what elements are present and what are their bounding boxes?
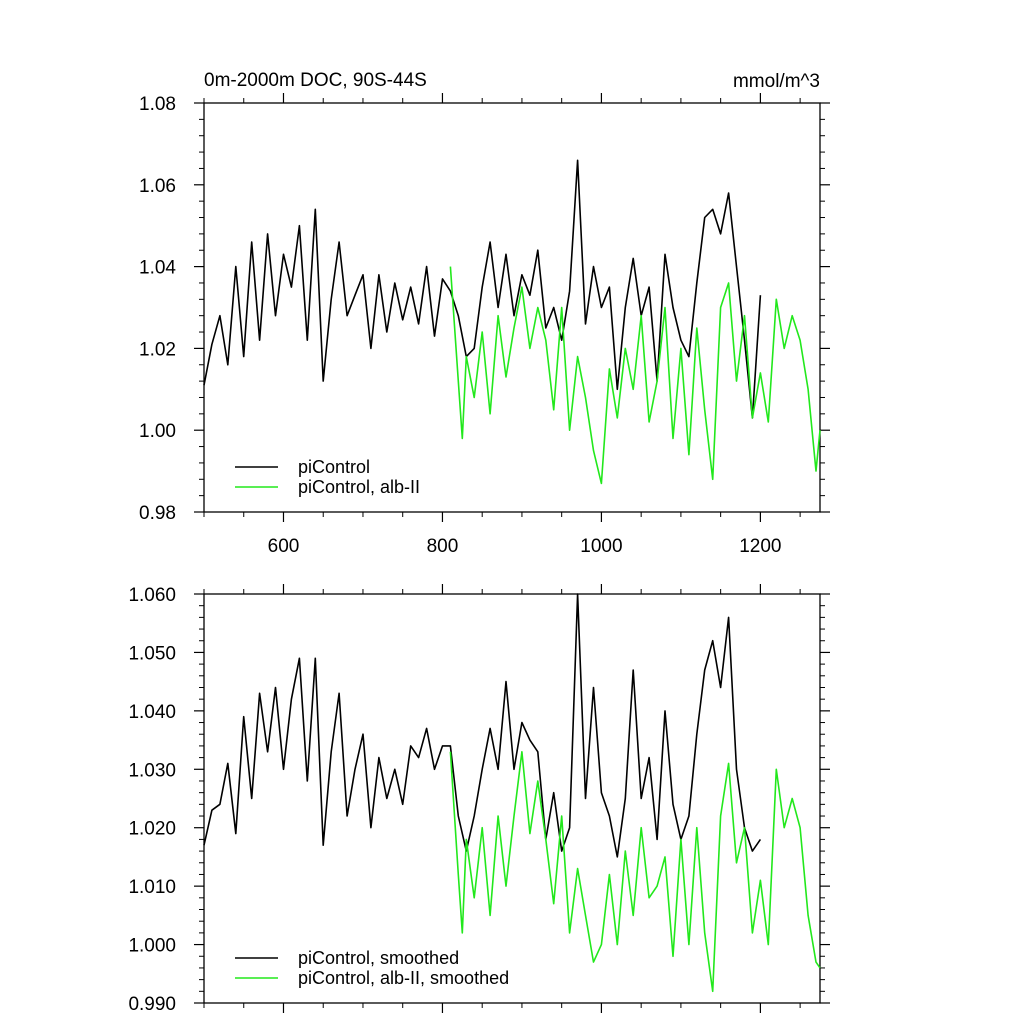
series-line-picontrol — [203, 159, 762, 419]
y-tick-label: 1.060 — [128, 585, 176, 606]
bottom-panel: 0.990 1.000 1.010 1.020 1.030 1.040 1.050 1.060… — [128, 584, 830, 1015]
legend-label: piControl, alb-II, smoothed — [298, 968, 509, 988]
bottom-panel-plot-area — [203, 593, 821, 1004]
legend-label: piControl, alb-II — [298, 477, 420, 497]
bottom-panel-ticks: 0.990 1.000 1.010 1.020 1.030 1.040 1.050 1.060 — [128, 584, 830, 1015]
y-tick-label: 1.040 — [128, 702, 176, 723]
y-tick-label: 1.010 — [128, 877, 176, 898]
x-tick-label: 1000 — [580, 536, 622, 557]
series-line-picontrol — [203, 593, 762, 858]
y-tick-label: 1.08 — [139, 94, 176, 115]
top-panel-plot-area — [203, 102, 821, 513]
x-tick-label: 600 — [268, 536, 300, 557]
y-tick-label: 1.050 — [128, 643, 176, 664]
y-tick-label: 1.030 — [128, 760, 176, 781]
legend-label: piControl — [298, 457, 370, 477]
top-panel-series — [203, 159, 821, 485]
figure-title: 0m-2000m DOC, 90S-44S — [204, 70, 427, 91]
y-tick-label: 1.000 — [128, 936, 176, 957]
y-tick-label: 1.00 — [139, 421, 176, 442]
series-line-picontrol-alb-ii — [449, 266, 821, 485]
top-panel-ticks: 600 800 1000 1200 0.98 1.00 1.02 1.04 1.06 1.08 — [139, 93, 830, 557]
legend-label: piControl, smoothed — [298, 948, 459, 968]
y-tick-label: 0.98 — [139, 503, 176, 524]
y-tick-label: 1.02 — [139, 339, 176, 360]
x-tick-label: 800 — [427, 536, 459, 557]
series-line-picontrol-alb-ii — [449, 750, 821, 993]
y-tick-label: 1.020 — [128, 819, 176, 840]
bottom-panel-series — [203, 593, 821, 993]
y-tick-label: 1.06 — [139, 176, 176, 197]
y-tick-label: 0.990 — [128, 994, 176, 1015]
x-tick-label: 1200 — [739, 536, 781, 557]
top-panel: 600 800 1000 1200 0.98 1.00 1.02 1.04 1.06 1.08 p… — [139, 93, 830, 557]
units-label: mmol/m^3 — [733, 71, 820, 92]
y-tick-label: 1.04 — [139, 258, 176, 279]
